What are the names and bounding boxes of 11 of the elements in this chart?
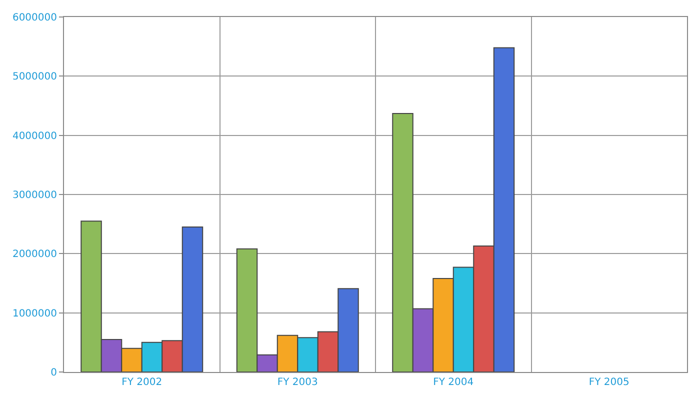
y-tick-label: 1000000 bbox=[12, 308, 57, 320]
y-tick-label: 3000000 bbox=[12, 190, 57, 201]
y-tick-label: 5000000 bbox=[12, 72, 57, 83]
x-tick-label: FY 2003 bbox=[277, 377, 318, 388]
x-tick-label: FY 2002 bbox=[122, 377, 162, 388]
x-tick-label: FY 2004 bbox=[433, 377, 474, 388]
y-tick-label: 0 bbox=[50, 368, 57, 378]
y-tick-label: 4000000 bbox=[12, 130, 57, 142]
y-tick-label: 2000000 bbox=[12, 249, 57, 260]
y-tick-label: 6000000 bbox=[12, 12, 57, 24]
x-tick-label: FY 2005 bbox=[588, 377, 630, 388]
